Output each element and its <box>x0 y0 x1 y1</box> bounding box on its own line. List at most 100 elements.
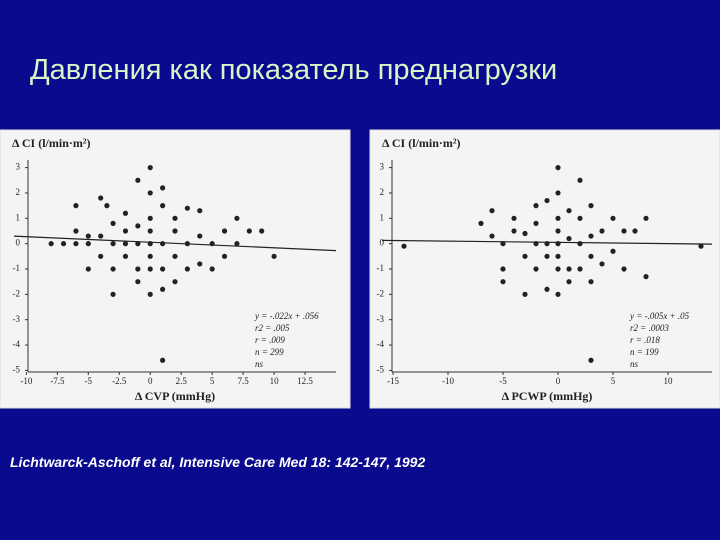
point <box>73 228 79 234</box>
point <box>588 233 594 239</box>
y-tick-label: -3 <box>13 314 21 324</box>
point <box>85 241 91 247</box>
point <box>588 253 594 259</box>
point <box>478 220 484 226</box>
trendline <box>381 239 713 245</box>
x-tick-label: -10 <box>442 376 454 386</box>
x-tick-label: -15 <box>387 376 399 386</box>
stat-annotation: ns <box>255 359 264 369</box>
y-tick-label: -5 <box>377 364 385 374</box>
point <box>172 279 178 285</box>
y-tick-label: -1 <box>13 263 21 273</box>
point <box>147 215 153 221</box>
trendline <box>13 235 337 252</box>
point <box>234 241 240 247</box>
point <box>401 243 407 249</box>
point <box>172 215 178 221</box>
point <box>544 286 550 292</box>
point <box>104 203 110 209</box>
x-tick-label: 5 <box>611 376 616 386</box>
point <box>698 243 704 249</box>
point <box>544 253 550 259</box>
point <box>135 177 141 183</box>
point <box>110 241 116 247</box>
x-tick-label: 10 <box>270 376 280 386</box>
point <box>489 208 495 214</box>
point <box>588 279 594 285</box>
chart-panel <box>369 129 720 409</box>
y-tick-label: 2 <box>380 187 385 197</box>
point <box>566 235 572 242</box>
x-tick-label: -5 <box>499 376 507 386</box>
x-axis-label: Δ PCWP (mmHg) <box>502 389 593 403</box>
point <box>577 215 583 221</box>
stat-annotation: n = 299 <box>255 347 284 357</box>
point <box>544 197 550 204</box>
point <box>533 266 539 272</box>
y-axis-label: Δ CI (l/min·m²) <box>12 136 90 150</box>
point <box>122 253 129 259</box>
stat-annotation: y = -.005x + .05 <box>629 311 690 321</box>
stat-annotation: r = .018 <box>630 335 660 345</box>
point <box>555 253 561 259</box>
point <box>533 220 539 226</box>
stat-annotation: n = 199 <box>630 347 659 357</box>
point <box>73 203 79 209</box>
point <box>209 266 215 272</box>
point <box>632 228 638 234</box>
point <box>172 253 178 259</box>
point <box>271 253 277 259</box>
y-tick-label: -4 <box>13 339 21 349</box>
stat-annotation: ns <box>630 359 639 369</box>
point <box>160 203 166 209</box>
y-tick-label: 1 <box>16 212 21 222</box>
y-tick-label: -3 <box>377 314 385 324</box>
point <box>172 228 178 234</box>
point <box>85 233 91 239</box>
point <box>599 228 605 234</box>
y-tick-label: -2 <box>377 288 385 298</box>
stat-annotation: r2 = .0003 <box>630 323 669 333</box>
x-tick-label: 5 <box>210 376 215 386</box>
point <box>122 210 129 216</box>
y-axis-label: Δ CI (l/min·m²) <box>382 136 460 150</box>
point <box>511 228 517 234</box>
point <box>147 165 153 171</box>
x-tick-label: 12.5 <box>297 376 313 386</box>
point <box>135 241 141 247</box>
point <box>577 177 583 183</box>
point <box>135 279 141 285</box>
x-tick-label: 10 <box>664 376 674 386</box>
point <box>522 230 528 237</box>
point <box>259 228 265 234</box>
point <box>147 190 153 196</box>
point <box>110 291 116 297</box>
point <box>122 241 129 247</box>
point <box>147 291 153 297</box>
point <box>555 291 561 297</box>
point <box>643 274 649 280</box>
point <box>135 266 141 272</box>
x-tick-label: 2.5 <box>176 376 188 386</box>
x-tick-label: -2.5 <box>112 376 127 386</box>
x-tick-label: 0 <box>556 376 561 386</box>
point <box>610 215 616 221</box>
point <box>147 266 153 272</box>
y-tick-label: -5 <box>13 364 21 374</box>
y-tick-label: 0 <box>380 238 385 248</box>
y-tick-label: 1 <box>380 212 385 222</box>
citation: Lichtwarck-Aschoff et al, Intensive Care… <box>10 454 426 470</box>
chart-panel <box>0 129 351 409</box>
point <box>110 266 116 272</box>
point <box>184 205 190 211</box>
y-tick-label: 3 <box>16 162 21 172</box>
point <box>135 223 141 229</box>
point <box>577 241 583 247</box>
x-axis-label: Δ CVP (mmHg) <box>135 389 215 403</box>
point <box>588 203 594 209</box>
y-tick-label: 0 <box>16 238 21 248</box>
point <box>184 266 190 272</box>
point <box>197 233 203 239</box>
point <box>566 208 572 214</box>
